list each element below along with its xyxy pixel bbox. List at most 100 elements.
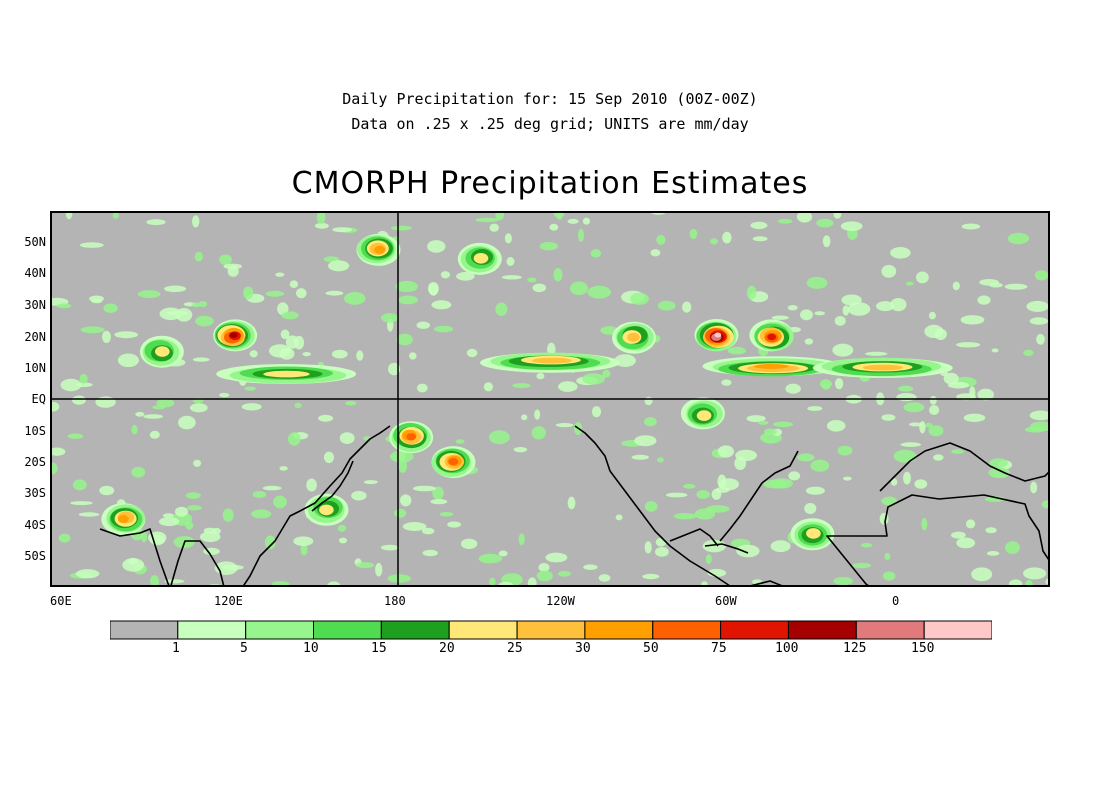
rain-speckle [657, 457, 664, 463]
rain-speckle [67, 433, 84, 439]
rain-speckle [338, 537, 348, 544]
rain-speckle [705, 505, 730, 513]
rain-speckle [538, 563, 550, 572]
rain-speckle [804, 503, 817, 514]
rain-speckle [56, 303, 72, 309]
rain-speckle [323, 451, 335, 463]
rain-speckle [478, 553, 503, 564]
rain-speckle [1024, 426, 1046, 433]
colorbar-swatch [923, 620, 992, 640]
rain-speckle [99, 485, 115, 496]
rain-speckle [273, 495, 287, 509]
rain-speckle [614, 354, 636, 367]
rain-speckle [1036, 333, 1045, 345]
rain-speckle [787, 305, 798, 311]
rain-speckle [513, 447, 528, 453]
rain-speckle [75, 569, 100, 579]
rain-speckle [198, 301, 208, 308]
rain-speckle [143, 414, 163, 419]
rain-speckle [1026, 300, 1049, 312]
rain-speckle [928, 311, 936, 320]
rain-speckle [988, 467, 1011, 479]
rain-speckle [914, 479, 928, 489]
rain-cell [374, 245, 386, 254]
rain-speckle [501, 275, 522, 280]
rain-speckle [279, 347, 295, 360]
rain-speckle [131, 466, 146, 478]
rain-speckle [221, 564, 244, 570]
colorbar-swatch [313, 620, 382, 640]
rain-speckle [906, 281, 914, 286]
rain-speckle [773, 421, 794, 428]
rain-speckle [72, 479, 87, 491]
colorbar-swatch [788, 620, 857, 640]
rain-speckle [1041, 500, 1050, 509]
rain-speckle [956, 537, 976, 549]
rain-speckle [397, 295, 418, 305]
coastline-caribbean [704, 543, 749, 554]
rain-speckle [770, 540, 791, 553]
rain-speckle [102, 330, 111, 343]
rain-speckle [657, 300, 676, 311]
rain-speckle [826, 420, 846, 432]
rain-speckle [149, 430, 160, 439]
rain-cell [319, 504, 334, 516]
rain-speckle [549, 223, 559, 231]
rain-speckle [427, 240, 446, 253]
rain-speckle [665, 492, 688, 498]
coastline-asia [99, 425, 1050, 587]
rain-speckle [50, 447, 66, 456]
rain-speckle [864, 351, 888, 356]
colorbar-label-5: 5 [240, 641, 248, 656]
rain-speckle [262, 485, 282, 491]
rain-speckle [916, 271, 929, 284]
rain-speckle [1007, 232, 1030, 245]
rain-speckle [909, 422, 922, 427]
rain-speckle [553, 268, 563, 282]
rain-cell [806, 528, 821, 539]
colorbar-label-75: 75 [711, 641, 727, 656]
rain-speckle [244, 386, 256, 391]
rain-speckle [750, 221, 768, 230]
lon-label-180: 180 [384, 594, 406, 608]
lat-label-eq: EQ [31, 392, 46, 406]
rain-speckle [195, 315, 214, 327]
rain-speckle [91, 299, 103, 304]
rain-speckle [409, 352, 417, 360]
rain-speckle [806, 276, 828, 289]
rain-speckle [876, 301, 895, 312]
rain-speckle [961, 223, 981, 230]
rain-speckle [644, 396, 653, 406]
rain-speckle [498, 550, 508, 557]
rain-speckle [191, 302, 202, 308]
rain-speckle [833, 576, 854, 586]
rain-speckle [591, 406, 602, 418]
rain-speckle [302, 352, 311, 357]
rain-speckle [890, 478, 898, 486]
map-canvas [50, 211, 1050, 587]
rain-speckle [521, 414, 528, 421]
rain-speckle [893, 449, 917, 463]
rain-speckle [388, 362, 401, 376]
rain-speckle [881, 264, 897, 278]
rain-speckle [557, 570, 571, 577]
rain-speckle [1004, 283, 1028, 290]
rain-cell [229, 332, 238, 338]
rain-speckle [162, 513, 175, 518]
colorbar-label-20: 20 [439, 641, 455, 656]
rain-speckle [928, 425, 944, 437]
rain-speckle [634, 435, 657, 447]
rain-speckle [963, 413, 986, 422]
colorbar-label-50: 50 [643, 641, 659, 656]
rain-speckle [356, 350, 364, 361]
rain-speckle [682, 301, 692, 313]
rain-speckle [804, 338, 814, 345]
colorbar-swatch [245, 620, 314, 640]
rain-speckle [135, 411, 145, 417]
rain-speckle [702, 539, 726, 553]
rain-speckle [174, 506, 189, 517]
rain-speckle [805, 486, 825, 495]
rain-speckle [219, 392, 230, 398]
colorbar-swatch [448, 620, 518, 640]
rain-speckle [727, 346, 747, 355]
